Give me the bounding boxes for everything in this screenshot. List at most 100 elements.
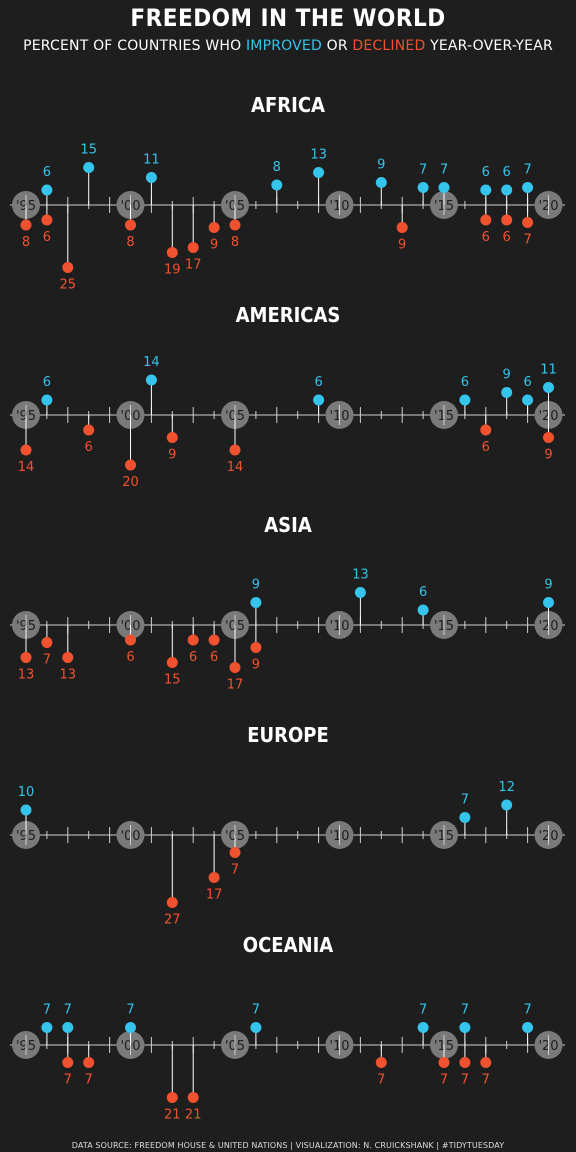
improved-value-label: 9: [503, 368, 511, 383]
improved-value-label: 7: [419, 1003, 427, 1018]
improved-point: [522, 1022, 533, 1033]
declined-point: [125, 635, 136, 646]
declined-value-label: 25: [60, 278, 77, 293]
declined-point: [125, 460, 136, 471]
improved-value-label: 11: [143, 153, 160, 168]
improved-point: [522, 395, 533, 406]
improved-value-label: 12: [498, 780, 515, 795]
improved-point: [418, 182, 429, 193]
declined-point: [41, 215, 52, 226]
declined-point: [83, 1057, 94, 1068]
declined-value-label: 20: [122, 475, 139, 490]
declined-value-label: 9: [252, 658, 260, 673]
declined-point: [62, 652, 73, 663]
declined-point: [250, 642, 261, 653]
improved-point: [41, 1022, 52, 1033]
improved-point: [313, 167, 324, 178]
improved-value-label: 7: [523, 1003, 531, 1018]
declined-value-label: 15: [164, 673, 181, 688]
improved-point: [146, 172, 157, 183]
declined-value-label: 6: [126, 650, 134, 665]
declined-point: [480, 425, 491, 436]
improved-value-label: 7: [419, 163, 427, 178]
declined-point: [209, 872, 220, 883]
declined-value-label: 9: [210, 238, 218, 253]
region-title: EUROPE: [247, 723, 329, 747]
declined-point: [188, 1092, 199, 1103]
improved-value-label: 9: [377, 158, 385, 173]
declined-value-label: 13: [18, 668, 35, 683]
declined-value-label: 7: [377, 1073, 385, 1088]
declined-point: [480, 215, 491, 226]
declined-point: [439, 1057, 450, 1068]
improved-value-label: 6: [43, 165, 51, 180]
declined-value-label: 17: [206, 888, 223, 903]
improved-point: [313, 395, 324, 406]
improved-point: [501, 387, 512, 398]
improved-point: [439, 182, 450, 193]
declined-point: [167, 1092, 178, 1103]
improved-value-label: 15: [80, 143, 97, 158]
declined-point: [501, 215, 512, 226]
region-panel-oceania: OCEANIA'95'00'05'10'15'207 7 7 7 7 7 77 721 217 7…: [10, 933, 565, 1123]
improved-point: [459, 812, 470, 823]
improved-point: [62, 1022, 73, 1033]
improved-value-label: 7: [64, 1003, 72, 1018]
declined-value-label: 7: [85, 1073, 93, 1088]
improved-value-label: 6: [461, 375, 469, 390]
declined-point: [230, 847, 241, 858]
declined-point: [230, 662, 241, 673]
declined-point: [21, 445, 32, 456]
improved-point: [250, 1022, 261, 1033]
improved-value-label: 7: [440, 163, 448, 178]
region-title: ASIA: [264, 513, 312, 537]
declined-value-label: 9: [398, 238, 406, 253]
improved-point: [459, 395, 470, 406]
improved-point: [125, 1022, 136, 1033]
improved-value-label: 7: [43, 1003, 51, 1018]
footer-credits: DATA SOURCE: FREEDOM HOUSE & UNITED NATI…: [0, 1141, 576, 1150]
declined-value-label: 6: [482, 440, 490, 455]
declined-value-label: 14: [227, 460, 244, 475]
improved-point: [250, 597, 261, 608]
improved-value-label: 13: [352, 568, 369, 583]
improved-value-label: 13: [310, 148, 327, 163]
improved-value-label: 6: [314, 375, 322, 390]
declined-point: [397, 222, 408, 233]
improved-point: [543, 597, 554, 608]
improved-point: [501, 800, 512, 811]
declined-value-label: 6: [210, 650, 218, 665]
declined-value-label: 17: [185, 258, 202, 273]
region-panel-asia: ASIA'95'00'05'10'15'209136 9137136156 6179: [10, 513, 565, 693]
declined-value-label: 14: [18, 460, 35, 475]
improved-value-label: 7: [126, 1003, 134, 1018]
region-title: AMERICAS: [236, 303, 341, 327]
declined-point: [167, 247, 178, 258]
improved-value-label: 7: [252, 1003, 260, 1018]
declined-value-label: 6: [503, 230, 511, 245]
improved-point: [376, 177, 387, 188]
declined-value-label: 7: [231, 863, 239, 878]
declined-value-label: 6: [482, 230, 490, 245]
improved-point: [501, 185, 512, 196]
improved-point: [522, 182, 533, 193]
improved-point: [83, 162, 94, 173]
improved-value-label: 9: [544, 578, 552, 593]
improved-point: [459, 1022, 470, 1033]
improved-value-label: 6: [503, 165, 511, 180]
improved-value-label: 9: [252, 578, 260, 593]
declined-value-label: 7: [440, 1073, 448, 1088]
declined-point: [543, 432, 554, 443]
declined-point: [480, 1057, 491, 1068]
improved-point: [480, 185, 491, 196]
improved-value-label: 8: [273, 160, 281, 175]
improved-point: [418, 1022, 429, 1033]
declined-value-label: 8: [126, 235, 134, 250]
improved-value-label: 6: [419, 585, 427, 600]
improved-value-label: 11: [540, 363, 557, 378]
declined-value-label: 8: [231, 235, 239, 250]
declined-point: [83, 425, 94, 436]
